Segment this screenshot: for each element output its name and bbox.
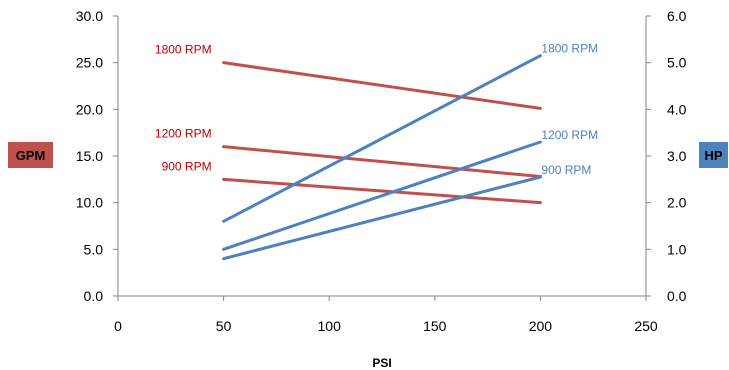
x-tick-label: 100 <box>318 318 342 334</box>
y-left-axis-title: GPM <box>8 142 53 168</box>
series-label-hp: 1800 RPM <box>541 42 598 56</box>
series-line-right <box>222 140 542 251</box>
series-lines <box>222 54 542 261</box>
series-line-right <box>222 175 542 261</box>
series-line-left <box>222 177 542 205</box>
series-labels: 1800 RPM 1200 RPM 900 RPM 1800 RPM 1200 RPM 9… <box>155 42 598 177</box>
y-right-tick-label: 6.0 <box>667 8 687 24</box>
y-right-tick-label: 0.0 <box>667 288 687 304</box>
y-left-tick-label: 10.0 <box>76 195 103 211</box>
x-tick-label: 0 <box>114 318 122 334</box>
series-line-right <box>222 54 542 223</box>
series-label-gpm: 900 RPM <box>162 159 212 173</box>
series-label-hp: 900 RPM <box>541 163 591 177</box>
x-tick-label: 150 <box>423 318 447 334</box>
series-line-left <box>222 61 542 110</box>
y-left-tick-label: 25.0 <box>76 55 103 71</box>
y-left-tick-label: 30.0 <box>76 8 103 24</box>
y-right-tick-label: 5.0 <box>667 55 687 71</box>
y-left-tick-label: 5.0 <box>84 241 104 257</box>
x-tick-label: 200 <box>529 318 553 334</box>
series-line-left <box>222 145 542 179</box>
x-tick-label: 250 <box>634 318 658 334</box>
axes: 0.0 5.0 10.0 15.0 20.0 25.0 30.0 0.0 1.0 2.0 3.0 4.… <box>76 8 687 334</box>
y-right-tick-label: 4.0 <box>667 101 687 117</box>
x-tick-label: 50 <box>216 318 232 334</box>
y-right-tick-label: 1.0 <box>667 241 687 257</box>
x-axis-title: PSI <box>372 356 391 370</box>
y-right-tick-label: 3.0 <box>667 148 687 164</box>
series-label-hp: 1200 RPM <box>541 128 598 142</box>
y-left-tick-label: 0.0 <box>84 288 104 304</box>
y-right-tick-label: 2.0 <box>667 195 687 211</box>
series-label-gpm: 1200 RPM <box>155 127 212 141</box>
y-left-tick-label: 15.0 <box>76 148 103 164</box>
y-left-tick-label: 20.0 <box>76 101 103 117</box>
series-label-gpm: 1800 RPM <box>155 43 212 57</box>
y-right-axis-title: HP <box>699 142 728 168</box>
